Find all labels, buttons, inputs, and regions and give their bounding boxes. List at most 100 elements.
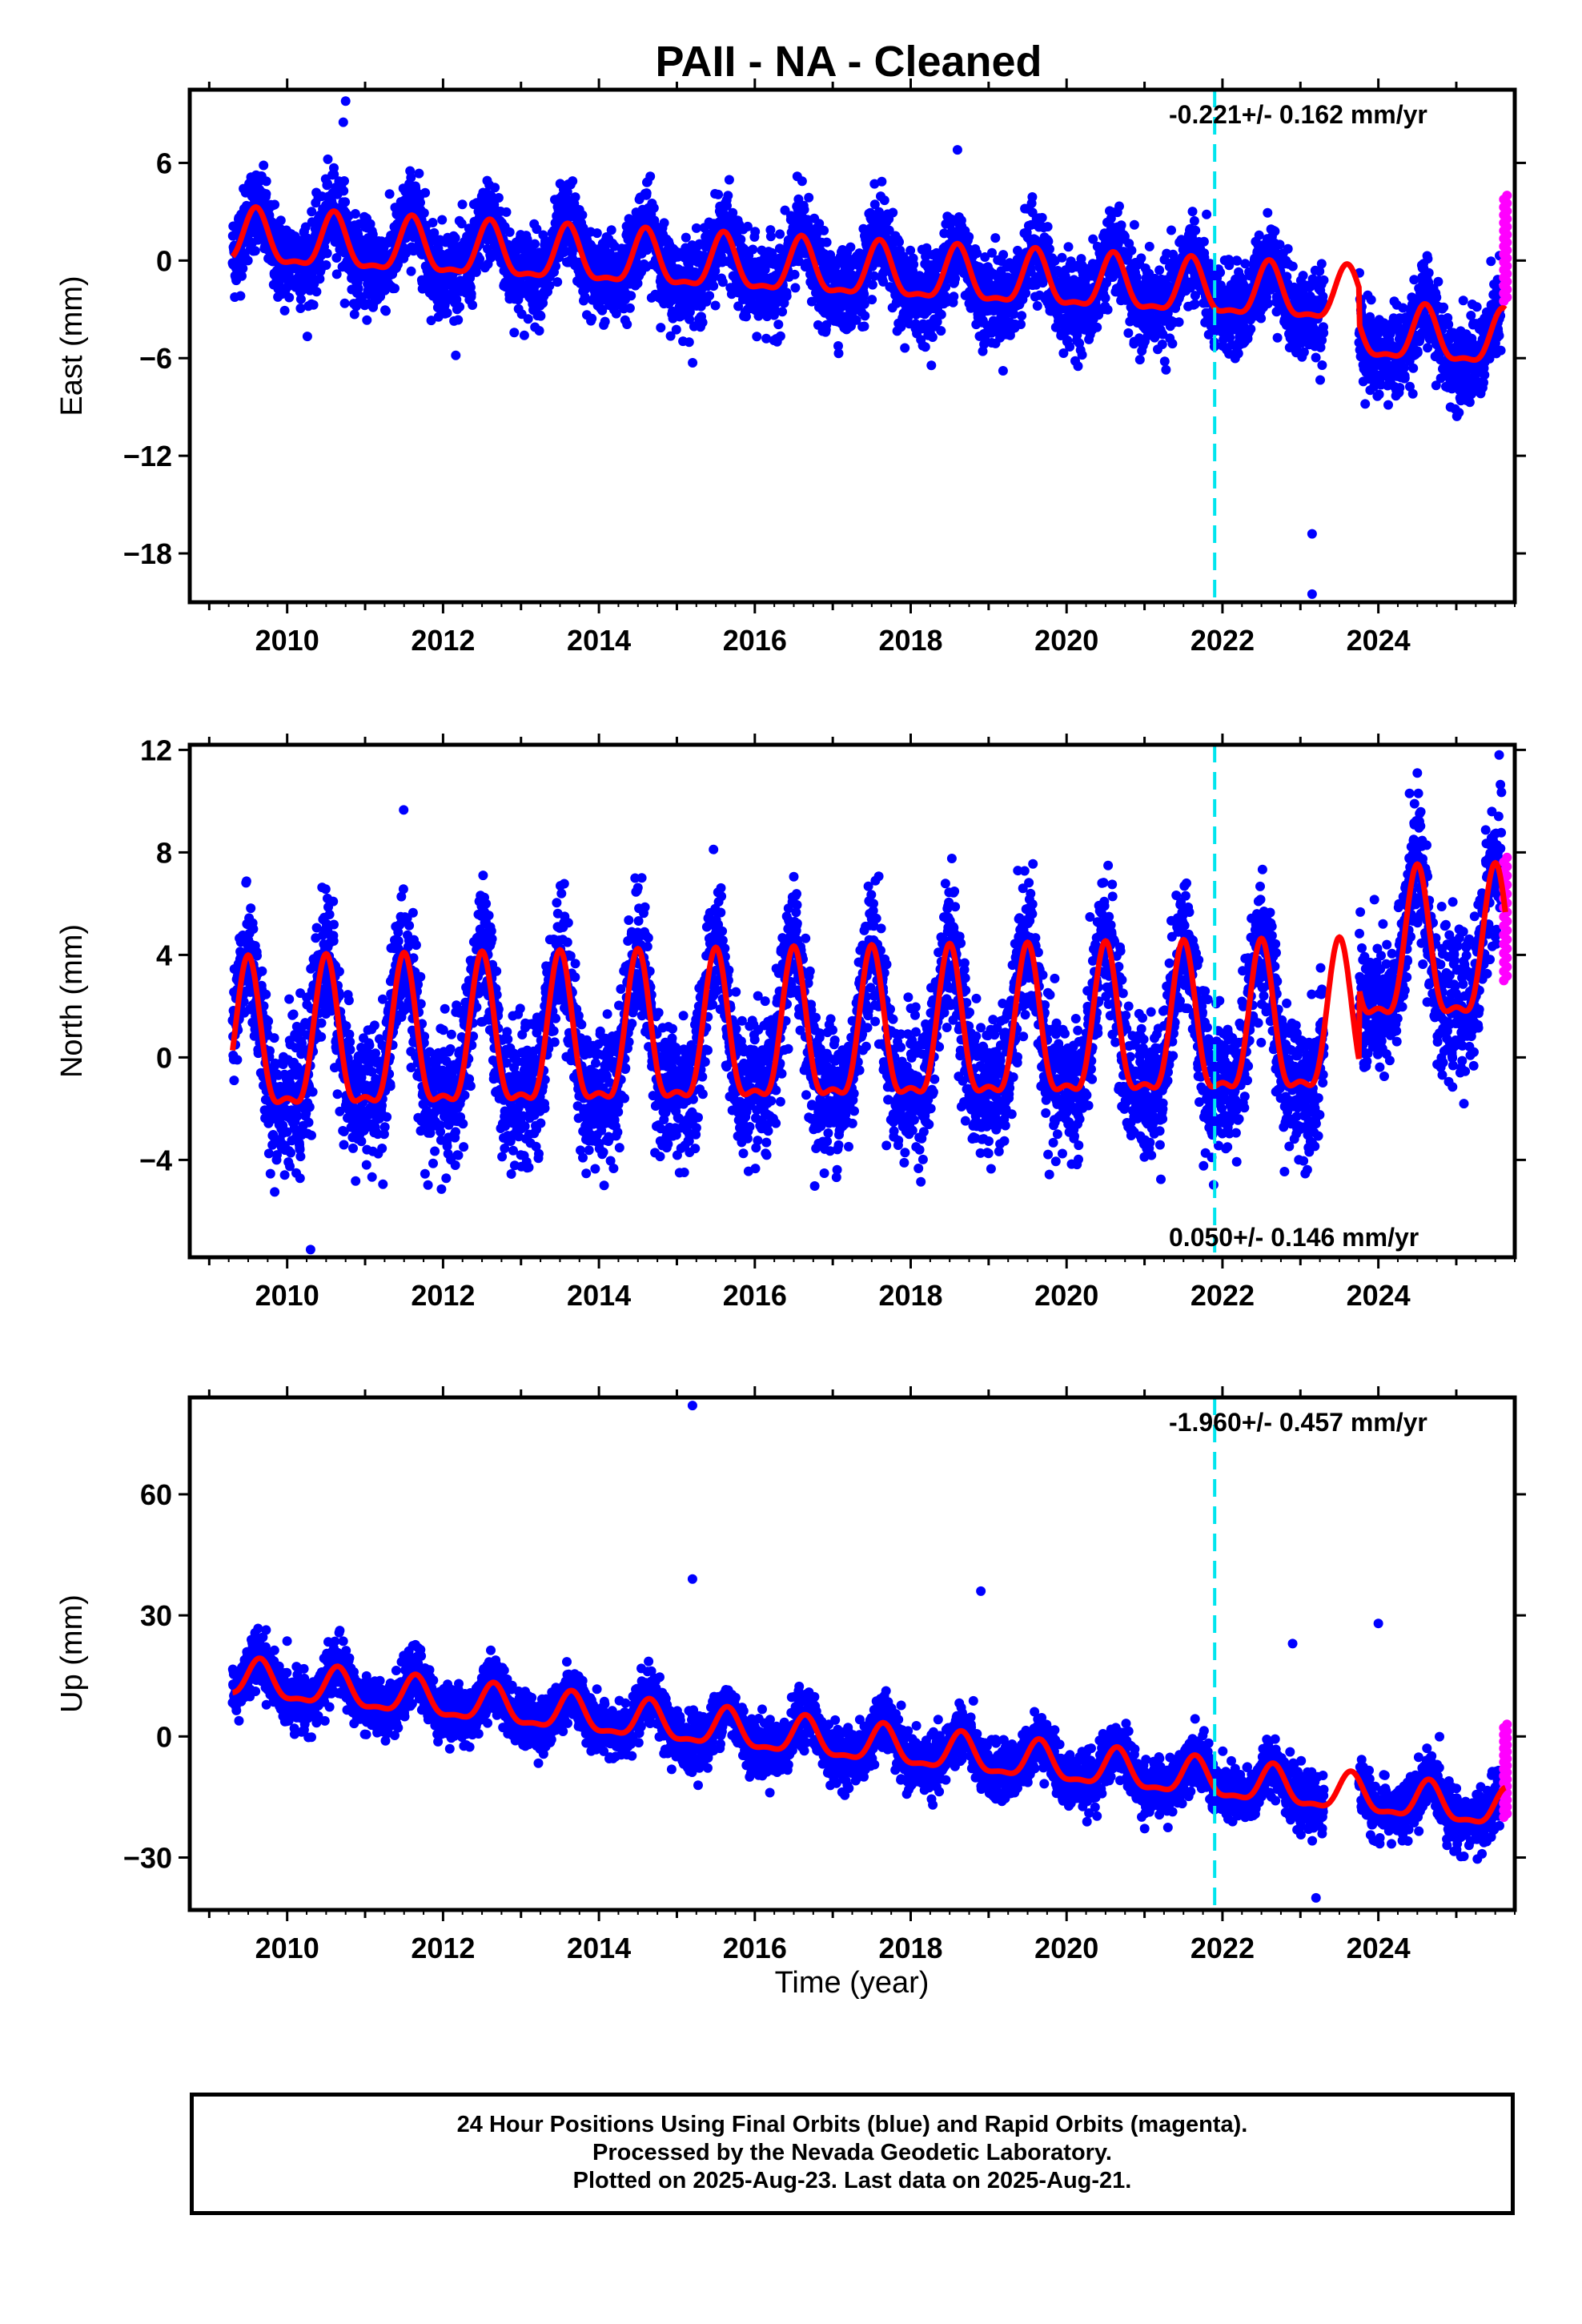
data-point (742, 221, 753, 231)
data-point (775, 229, 785, 239)
data-point (949, 292, 959, 302)
data-point (964, 231, 974, 242)
data-point (597, 305, 608, 316)
data-point (1129, 219, 1139, 230)
data-point (237, 271, 247, 281)
panel-east: 2010 2012 2014 2016 2018 2020 2022 202460−6−12−… (55, 78, 1526, 657)
data-point (921, 243, 932, 253)
data-point (1042, 222, 1053, 232)
data-point (490, 183, 500, 193)
data-point (905, 245, 916, 255)
data-point (1168, 249, 1178, 259)
data-point (1174, 317, 1184, 328)
data-point (926, 360, 937, 371)
data-point (859, 289, 869, 300)
data-point (456, 219, 467, 229)
data-point (659, 218, 669, 228)
data-point (799, 204, 809, 215)
data-point (339, 298, 350, 308)
data-point (1166, 225, 1176, 235)
data-point (1233, 348, 1243, 359)
data-point (722, 200, 732, 211)
data-point (437, 215, 448, 225)
data-point (501, 207, 512, 217)
data-point (814, 219, 825, 229)
data-point (455, 302, 465, 312)
data-point (1189, 215, 1199, 226)
data-point (562, 187, 572, 197)
data-point (250, 246, 260, 256)
data-point (587, 313, 597, 324)
data-point (723, 191, 733, 201)
data-point (777, 307, 788, 317)
data-point (998, 366, 1008, 376)
data-point (685, 314, 695, 324)
data-point (322, 248, 332, 259)
data-point (350, 209, 360, 219)
data-point (790, 283, 801, 293)
data-point (381, 306, 391, 316)
data-point (879, 195, 889, 206)
data-point (1283, 243, 1293, 254)
data-point (308, 300, 319, 310)
data-point (1270, 226, 1280, 236)
data-point (869, 179, 880, 189)
data-point (606, 225, 616, 235)
data-point (656, 323, 666, 333)
data-point (536, 311, 546, 321)
data-point (1063, 242, 1074, 252)
data-point (471, 267, 481, 277)
data-point (468, 300, 478, 310)
data-point (1275, 239, 1285, 250)
data-point (1187, 207, 1198, 217)
data-point (275, 215, 286, 226)
data-point (321, 260, 331, 270)
data-point (578, 223, 588, 233)
data-point (450, 233, 460, 243)
data-point (349, 309, 359, 320)
data-point (1021, 288, 1031, 299)
data-point (270, 199, 280, 210)
data-point (900, 343, 910, 353)
data-point (1114, 201, 1124, 211)
data-point (843, 253, 853, 263)
data-point (710, 300, 721, 311)
data-point (1240, 259, 1251, 269)
data-point (920, 342, 930, 352)
data-point (1123, 328, 1134, 338)
data-point (1065, 342, 1075, 352)
data-point (750, 227, 761, 237)
data-point (1102, 304, 1113, 315)
data-point (867, 295, 877, 305)
data-point (972, 248, 982, 259)
data-point (1058, 348, 1069, 358)
data-point (910, 319, 921, 329)
data-point (1072, 330, 1082, 340)
data-point (894, 237, 904, 247)
data-point (323, 179, 332, 189)
data-point (504, 227, 515, 237)
data-point (1157, 340, 1167, 349)
data-point (1043, 236, 1054, 247)
data-point (523, 314, 533, 324)
data-point (331, 269, 342, 279)
data-point (1032, 301, 1042, 311)
data-point (1191, 225, 1201, 235)
data-point (295, 294, 306, 304)
data-point (1144, 241, 1154, 251)
data-point (1100, 293, 1110, 304)
data-point (475, 254, 485, 264)
data-point (1158, 329, 1168, 340)
final-orbit-points (227, 96, 1507, 599)
data-point (414, 168, 424, 179)
data-point (552, 277, 563, 287)
data-point (315, 274, 325, 284)
data-point (1073, 361, 1083, 372)
data-point (819, 225, 829, 235)
data-point (551, 261, 561, 271)
data-point (279, 305, 290, 316)
data-point (1159, 356, 1170, 367)
data-point (845, 242, 856, 252)
data-point (1256, 313, 1267, 324)
data-point (860, 311, 870, 321)
